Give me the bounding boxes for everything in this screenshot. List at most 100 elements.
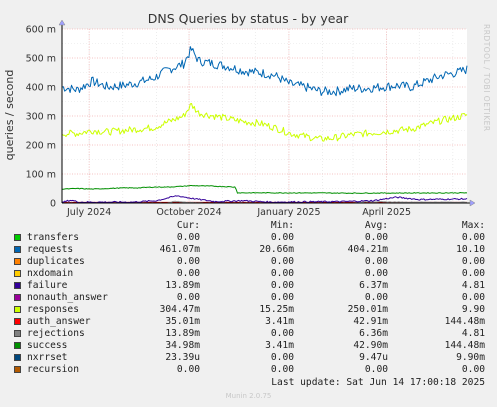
legend-swatch	[14, 282, 21, 289]
legend-max-value: 9.90	[461, 304, 485, 315]
legend-max-value: 0.00	[461, 292, 485, 303]
legend-avg-value: 6.36m	[359, 328, 388, 339]
legend-min-value: 0.00	[270, 268, 294, 279]
y-tick-label: 200 m	[26, 141, 56, 152]
legend-row-nonauth-answer: nonauth_answer 0.00 0.00 0.00 0.00	[14, 292, 490, 304]
legend-swatch	[14, 342, 21, 349]
legend-name: auth_answer	[27, 316, 91, 327]
x-tick-label: October 2024	[156, 207, 221, 218]
legend-name: rejections	[27, 328, 85, 339]
legend-min-value: 3.41m	[265, 316, 294, 327]
rrdtool-watermark: RRDTOOL / TOBI OETIKER	[482, 24, 491, 132]
legend-swatch	[14, 294, 21, 301]
legend-cur-value: 304.47m	[159, 304, 200, 315]
legend-min-value: 20.66m	[259, 244, 294, 255]
legend-cur-value: 0.00	[176, 268, 200, 279]
legend-swatch	[14, 306, 21, 313]
legend-row-auth-answer: auth_answer 35.01m 3.41m 42.91m 144.48m	[14, 316, 490, 328]
legend-max-value: 4.81	[461, 280, 485, 291]
legend-header-avg: Avg:	[364, 220, 388, 231]
legend-avg-value: 42.91m	[353, 316, 388, 327]
legend-swatch	[14, 258, 21, 265]
legend-max-value: 0.00	[461, 256, 485, 267]
y-tick-label: 100 m	[26, 170, 56, 181]
legend-swatch	[14, 354, 21, 361]
legend-avg-value: 0.00	[364, 268, 388, 279]
legend-swatch	[14, 318, 21, 325]
legend-max-value: 144.48m	[444, 340, 485, 351]
legend-avg-value: 6.37m	[359, 280, 388, 291]
legend-name: requests	[27, 244, 74, 255]
legend-header-min: Min:	[270, 220, 294, 231]
legend-row-success: success 34.98m 3.41m 42.90m 144.48m	[14, 340, 490, 352]
legend-row-rejections: rejections 13.89m 0.00 6.36m 4.81	[14, 328, 490, 340]
legend-cur-value: 0.00	[176, 232, 200, 243]
legend-min-value: 0.00	[270, 280, 294, 291]
legend-max-value: 144.48m	[444, 316, 485, 327]
chart-title: DNS Queries by status - by year	[148, 11, 349, 26]
legend-row-responses: responses 304.47m 15.25m 250.01m 9.90	[14, 304, 490, 316]
munin-version: Munin 2.0.75	[225, 392, 272, 400]
legend-avg-value: 42.90m	[353, 340, 388, 351]
legend-name: recursion	[27, 364, 79, 375]
series-line-requests	[61, 46, 468, 97]
legend-cur-value: 13.89m	[165, 328, 200, 339]
legend-name: responses	[27, 304, 79, 315]
legend-name: transfers	[27, 232, 79, 243]
series-line-responses	[61, 103, 468, 142]
legend-header-max: Max:	[461, 220, 485, 231]
legend-min-value: 15.25m	[259, 304, 294, 315]
legend: Cur: Min: Avg: Max: transfers 0.00 0.00 0.0…	[14, 220, 490, 376]
legend-swatch	[14, 330, 21, 337]
legend-min-value: 0.00	[270, 232, 294, 243]
legend-avg-value: 0.00	[364, 232, 388, 243]
legend-avg-value: 0.00	[364, 364, 388, 375]
y-axis-label: queries / second	[3, 70, 16, 161]
legend-row-duplicates: duplicates 0.00 0.00 0.00 0.00	[14, 256, 490, 268]
legend-max-value: 9.90m	[456, 352, 485, 363]
legend-cur-value: 13.89m	[165, 280, 200, 291]
legend-cur-value: 35.01m	[165, 316, 200, 327]
x-axis-arrow-icon	[469, 199, 476, 207]
legend-swatch	[14, 246, 21, 253]
y-axis-arrow-icon	[58, 19, 66, 26]
legend-row-requests: requests 461.07m 20.66m 404.21m 10.10	[14, 244, 490, 256]
legend-avg-value: 0.00	[364, 256, 388, 267]
legend-cur-value: 0.00	[176, 292, 200, 303]
legend-row-nxdomain: nxdomain 0.00 0.00 0.00 0.00	[14, 268, 490, 280]
y-tick-label: 0	[50, 199, 56, 210]
legend-swatch	[14, 270, 21, 277]
x-tick-label: July 2024	[66, 207, 111, 218]
legend-min-value: 0.00	[270, 292, 294, 303]
legend-min-value: 3.41m	[265, 340, 294, 351]
legend-cur-value: 34.98m	[165, 340, 200, 351]
legend-name: nxdomain	[27, 268, 74, 279]
legend-avg-value: 250.01m	[347, 304, 388, 315]
axes: 0 100 m 200 m 300 m 400 m 500 m 600 m July 2024…	[26, 19, 476, 218]
legend-min-value: 0.00	[270, 352, 294, 363]
y-tick-label: 500 m	[26, 54, 56, 65]
legend-swatch	[14, 366, 21, 373]
legend-cur-value: 23.39u	[165, 352, 200, 363]
y-tick-label: 300 m	[26, 112, 56, 123]
legend-cur-value: 0.00	[176, 256, 200, 267]
legend-min-value: 0.00	[270, 364, 294, 375]
legend-cur-value: 461.07m	[159, 244, 200, 255]
last-update: Last update: Sat Jun 14 17:00:18 2025	[271, 377, 485, 388]
x-tick-label: April 2025	[362, 207, 411, 218]
legend-name: failure	[27, 280, 68, 291]
legend-row-recursion: recursion 0.00 0.00 0.00 0.00	[14, 364, 490, 376]
legend-max-value: 10.10	[456, 244, 485, 255]
legend-max-value: 0.00	[461, 232, 485, 243]
x-tick-label: January 2025	[256, 207, 320, 218]
legend-row-nxrrset: nxrrset 23.39u 0.00 9.47u 9.90m	[14, 352, 490, 364]
legend-max-value: 0.00	[461, 364, 485, 375]
legend-min-value: 0.00	[270, 328, 294, 339]
legend-header-cur: Cur:	[176, 220, 200, 231]
legend-rows: transfers 0.00 0.00 0.00 0.00 requests 461.07m…	[14, 232, 490, 376]
legend-name: nonauth_answer	[27, 292, 108, 303]
legend-avg-value: 9.47u	[359, 352, 388, 363]
legend-max-value: 4.81	[461, 328, 485, 339]
legend-header: Cur: Min: Avg: Max:	[14, 220, 490, 232]
